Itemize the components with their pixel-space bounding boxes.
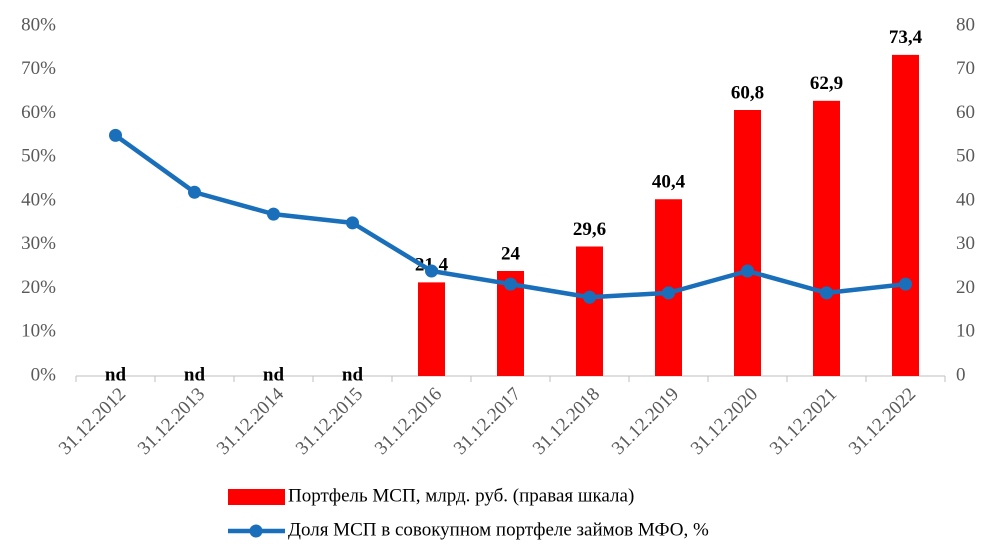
y2-tick-label: 20 [956, 277, 975, 298]
line-marker [425, 264, 438, 278]
x-tick-label: 31.12.2014 [213, 383, 289, 459]
x-tick-label: 31.12.2019 [608, 384, 683, 459]
data-label: 73,4 [889, 27, 923, 48]
x-tick-label: 31.12.2013 [134, 384, 209, 459]
legend-swatch [228, 489, 285, 505]
y2-tick-label: 40 [956, 189, 975, 210]
y-tick-label: 40% [21, 189, 56, 210]
data-label: 24 [501, 243, 521, 264]
y-tick-label: 20% [21, 277, 56, 298]
line-marker [188, 185, 201, 199]
data-label: nd [263, 364, 285, 385]
line-marker [504, 277, 517, 291]
y2-tick-label: 60 [956, 102, 975, 123]
data-label: 60,8 [731, 82, 764, 103]
y-tick-label: 70% [21, 58, 56, 79]
y-tick-label: 10% [21, 321, 56, 342]
x-tick-label: 31.12.2021 [766, 384, 841, 459]
y-tick-label: 50% [21, 146, 56, 167]
x-tick-label: 31.12.2020 [687, 384, 762, 459]
y-tick-label: 30% [21, 233, 56, 254]
legend-swatch-marker [249, 524, 263, 538]
y2-tick-label: 70 [956, 58, 975, 79]
x-tick-label: 31.12.2015 [292, 384, 367, 459]
data-label: nd [184, 364, 206, 385]
x-tick-label: 31.12.2022 [845, 384, 920, 459]
y2-tick-label: 80 [956, 14, 975, 35]
x-tick-label: 31.12.2012 [55, 384, 130, 459]
data-label: 29,6 [573, 219, 606, 240]
legend-label: Портфель МСП, млрд. руб. (правая шкала) [288, 485, 634, 506]
y2-tick-label: 50 [956, 146, 975, 167]
x-tick-label: 31.12.2017 [450, 384, 525, 459]
y-tick-label: 60% [21, 102, 56, 123]
bar [734, 110, 761, 376]
y2-tick-label: 30 [956, 233, 975, 254]
bar [813, 100, 840, 376]
line-marker [741, 264, 754, 278]
bar [418, 282, 445, 376]
line-marker [109, 128, 122, 142]
y2-tick-label: 10 [956, 321, 975, 342]
x-tick-label: 31.12.2016 [371, 384, 446, 459]
line-marker [899, 277, 912, 291]
line-marker [583, 290, 596, 304]
y-tick-label: 80% [21, 14, 56, 35]
data-label: 62,9 [810, 73, 843, 94]
y-tick-label: 0% [31, 364, 57, 385]
data-label: nd [105, 364, 127, 385]
line-marker [346, 216, 359, 230]
bar [576, 246, 603, 376]
line-marker [267, 207, 280, 221]
bar [892, 54, 919, 376]
legend-label: Доля МСП в совокупном портфеле займов МФ… [288, 519, 709, 540]
y2-tick-label: 0 [956, 364, 966, 385]
line-marker [820, 286, 833, 300]
data-label: nd [342, 364, 364, 385]
line-marker [662, 286, 675, 300]
data-label: 40,4 [652, 172, 686, 193]
x-tick-label: 31.12.2018 [529, 384, 604, 459]
